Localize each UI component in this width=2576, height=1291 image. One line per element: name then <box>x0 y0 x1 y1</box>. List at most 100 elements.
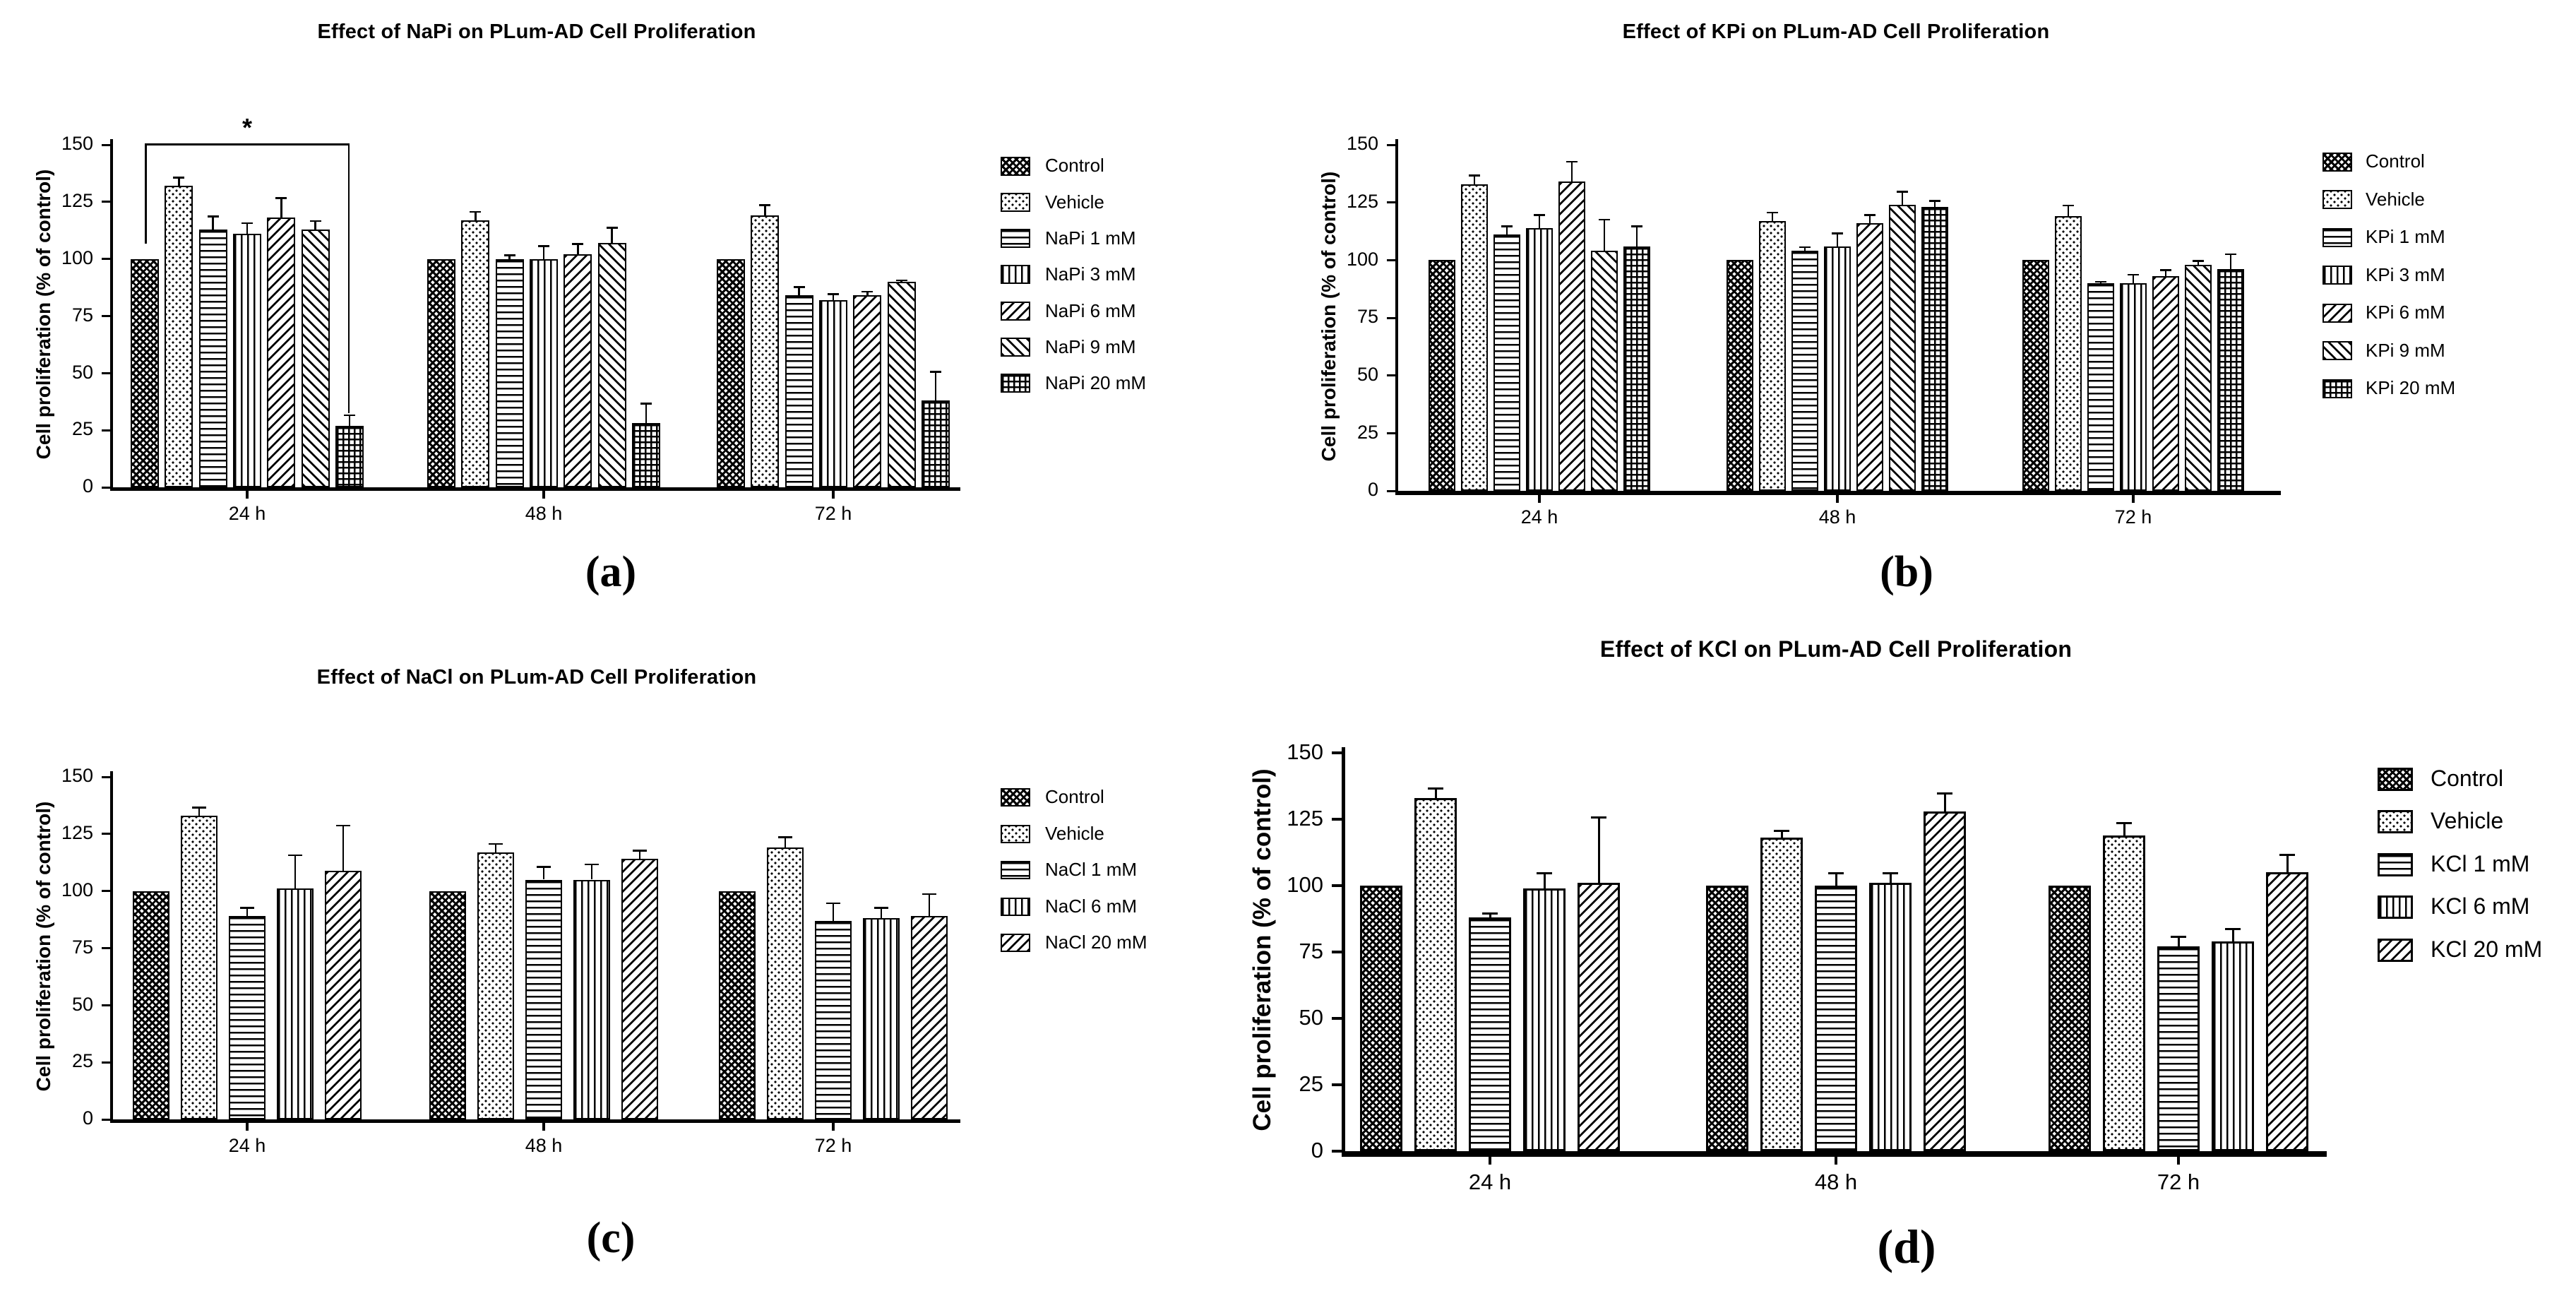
panel-letter: (b) <box>1880 548 1933 597</box>
y-tick <box>1387 143 1395 146</box>
error-bar-cap <box>1767 211 1778 214</box>
error-bar-cap <box>1599 218 1610 221</box>
x-group-tick <box>1538 495 1541 503</box>
x-group-tick <box>1489 1157 1491 1165</box>
error-bar-stem <box>1943 792 1946 811</box>
error-bar-cap <box>1591 816 1606 819</box>
error-bar-stem <box>508 254 511 259</box>
legend-label: NaPi 3 mM <box>1045 263 1136 285</box>
bar <box>887 282 916 487</box>
bar <box>427 258 455 487</box>
error-bar-cap <box>240 907 254 909</box>
error-bar-cap <box>778 836 792 838</box>
legend-label: KPi 9 mM <box>2366 339 2445 361</box>
bar <box>2152 276 2179 491</box>
error-bar-cap <box>2225 928 2241 931</box>
x-group-label: 48 h <box>525 503 563 524</box>
error-bar-stem <box>1803 246 1806 251</box>
legend-label: Vehicle <box>2366 188 2425 210</box>
error-bar-cap <box>275 197 287 199</box>
bar <box>717 258 745 487</box>
error-bar-cap <box>1929 200 1940 202</box>
y-tick <box>102 429 110 432</box>
bar <box>815 920 852 1119</box>
bar <box>751 215 780 487</box>
y-tick <box>102 258 110 261</box>
y-tick-label: 25 <box>1356 421 1378 443</box>
y-tick-label: 75 <box>1356 306 1378 328</box>
bar <box>2087 283 2114 491</box>
error-bar-cap <box>288 854 302 857</box>
error-bar-stem <box>866 290 869 296</box>
y-tick <box>102 890 110 893</box>
bar <box>819 299 847 487</box>
bar <box>2120 283 2147 491</box>
legend-label: Vehicle <box>2431 808 2504 834</box>
x-group-label: 72 h <box>2157 1170 2200 1194</box>
bar <box>573 879 610 1119</box>
x-group-label: 24 h <box>228 1135 266 1156</box>
legend-label: NaPi 6 mM <box>1045 299 1136 321</box>
error-bar-stem <box>2177 936 2180 947</box>
error-bar-stem <box>611 227 613 244</box>
x-group-tick <box>2177 1157 2180 1165</box>
y-tick-label: 150 <box>61 133 93 155</box>
y-tick-label: 0 <box>1367 479 1378 501</box>
legend-swatch <box>1001 824 1030 843</box>
error-bar-stem <box>1771 211 1774 221</box>
y-tick <box>102 371 110 374</box>
bar <box>1791 251 1818 491</box>
x-group-label: 48 h <box>1818 506 1856 528</box>
x-group-label: 72 h <box>2114 506 2152 528</box>
bar <box>1815 886 1857 1151</box>
error-bar-stem <box>1473 174 1476 184</box>
panel-letter: (c) <box>586 1214 636 1263</box>
x-group-tick <box>832 491 835 499</box>
error-bar-cap <box>1501 225 1513 227</box>
x-group-label: 72 h <box>814 1135 852 1156</box>
error-bar-cap <box>2279 853 2295 856</box>
error-bar-cap <box>2225 253 2236 256</box>
error-bar-stem <box>2231 928 2234 941</box>
error-bar-cap <box>344 414 355 417</box>
legend-swatch <box>1001 301 1030 321</box>
bar <box>461 220 490 487</box>
error-bar-stem <box>198 807 201 816</box>
error-bar-cap <box>895 279 907 282</box>
error-bar-stem <box>928 893 931 917</box>
error-bar-stem <box>1889 872 1892 884</box>
legend-swatch <box>2322 227 2352 247</box>
error-bar-stem <box>294 854 297 889</box>
error-bar-cap <box>1482 912 1498 915</box>
error-bar-stem <box>638 850 641 859</box>
panel-title: Effect of KCl on PLum-AD Cell Proliferat… <box>1599 636 2073 662</box>
error-bar-stem <box>2197 260 2200 265</box>
error-bar-cap <box>173 177 185 179</box>
y-tick-label: 100 <box>1346 248 1378 270</box>
error-bar-stem <box>784 836 787 848</box>
sig-bracket-line <box>145 143 147 244</box>
x-group-label: 48 h <box>1814 1170 1858 1194</box>
bar <box>719 891 756 1119</box>
error-bar-cap <box>207 215 219 218</box>
legend-swatch <box>2322 266 2352 285</box>
error-bar-cap <box>1469 174 1480 177</box>
error-bar-cap <box>336 824 350 827</box>
x-group-tick <box>2132 495 2135 503</box>
error-bar-cap <box>1537 872 1552 875</box>
error-bar-stem <box>1505 225 1508 235</box>
error-bar-stem <box>1543 872 1546 888</box>
panel-title: Effect of KPi on PLum-AD Cell Proliferat… <box>1622 20 2050 43</box>
legend-label: KPi 20 mM <box>2366 377 2456 399</box>
y-tick-label: 125 <box>1287 805 1323 831</box>
bar <box>1526 227 1553 491</box>
bar <box>429 891 466 1119</box>
bar <box>2022 260 2049 491</box>
y-tick-label: 100 <box>61 879 93 900</box>
y-tick-label: 0 <box>1311 1137 1323 1162</box>
error-bar-stem <box>178 177 180 186</box>
bar <box>2212 941 2254 1151</box>
bar <box>131 258 159 487</box>
bar <box>1824 246 1851 491</box>
